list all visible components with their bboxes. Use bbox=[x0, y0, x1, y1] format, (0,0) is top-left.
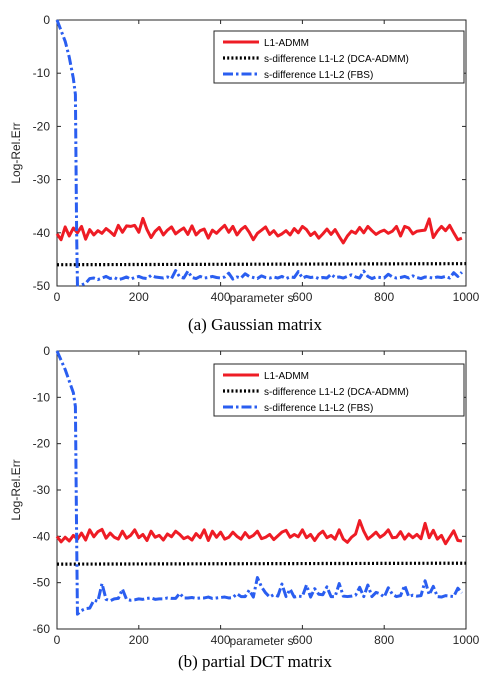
y-axis-label: Log-Rel.Err bbox=[9, 459, 23, 520]
y-tick-label: 0 bbox=[43, 344, 50, 358]
x-tick-label: 200 bbox=[129, 290, 149, 304]
series-line-l1-admm bbox=[55, 519, 463, 546]
x-axis-label: parameter s bbox=[229, 291, 293, 305]
legend: L1-ADMM s-difference L1-L2 (DCA-ADMM) s-di… bbox=[213, 363, 465, 417]
y-tick-label: -10 bbox=[33, 66, 51, 80]
x-tick-label: 800 bbox=[374, 290, 394, 304]
x-tick-label: 600 bbox=[292, 633, 312, 647]
x-tick-label: 200 bbox=[129, 633, 149, 647]
y-tick-label: 0 bbox=[43, 13, 50, 27]
figure-caption: (a) Gaussian matrix bbox=[188, 315, 323, 334]
y-tick-label: -10 bbox=[33, 390, 51, 404]
legend: L1-ADMM s-difference L1-L2 (DCA-ADMM) s-di… bbox=[213, 30, 465, 84]
x-tick-label: 0 bbox=[54, 290, 61, 304]
y-tick-label: -20 bbox=[33, 437, 51, 451]
x-tick-label: 800 bbox=[374, 633, 394, 647]
x-tick-label: 1000 bbox=[453, 633, 480, 647]
y-tick-label: -40 bbox=[33, 226, 51, 240]
y-tick-label: -20 bbox=[33, 119, 51, 133]
legend-label-l1-admm: L1-ADMM bbox=[264, 371, 309, 382]
x-tick-label: 0 bbox=[54, 633, 61, 647]
legend-label-dca-admm: s-difference L1-L2 (DCA-ADMM) bbox=[264, 54, 409, 65]
legend-label-fbs: s-difference L1-L2 (FBS) bbox=[264, 403, 373, 414]
x-tick-label: 600 bbox=[292, 290, 312, 304]
legend-label-l1-admm: L1-ADMM bbox=[264, 38, 309, 49]
series-line-l1-admm bbox=[55, 216, 463, 245]
series-line-dca-admm bbox=[56, 561, 467, 566]
y-tick-label: -50 bbox=[33, 279, 51, 293]
y-tick-label: -30 bbox=[33, 483, 51, 497]
x-tick-label: 400 bbox=[211, 290, 231, 304]
series-line-dca-admm bbox=[56, 262, 467, 267]
x-axis-label: parameter s bbox=[229, 634, 293, 648]
chart-panel-dct: 0 200 400 600 800 1000 0 -10 -20 -30 -40 -50 -60 para… bbox=[9, 344, 480, 671]
series-line-fbs bbox=[55, 350, 464, 616]
figure-caption: (b) partial DCT matrix bbox=[178, 652, 333, 671]
chart-panel-gaussian: 0 200 400 600 800 1000 0 -10 -20 -30 -40 -50 paramet… bbox=[9, 13, 480, 334]
y-tick-label: -30 bbox=[33, 173, 51, 187]
x-tick-label: 400 bbox=[211, 633, 231, 647]
legend-label-fbs: s-difference L1-L2 (FBS) bbox=[264, 70, 373, 81]
x-tick-label: 1000 bbox=[453, 290, 480, 304]
y-tick-label: -40 bbox=[33, 529, 51, 543]
legend-label-dca-admm: s-difference L1-L2 (DCA-ADMM) bbox=[264, 387, 409, 398]
y-tick-label: -60 bbox=[33, 622, 51, 636]
y-tick-label: -50 bbox=[33, 576, 51, 590]
y-axis-label: Log-Rel.Err bbox=[9, 122, 23, 183]
